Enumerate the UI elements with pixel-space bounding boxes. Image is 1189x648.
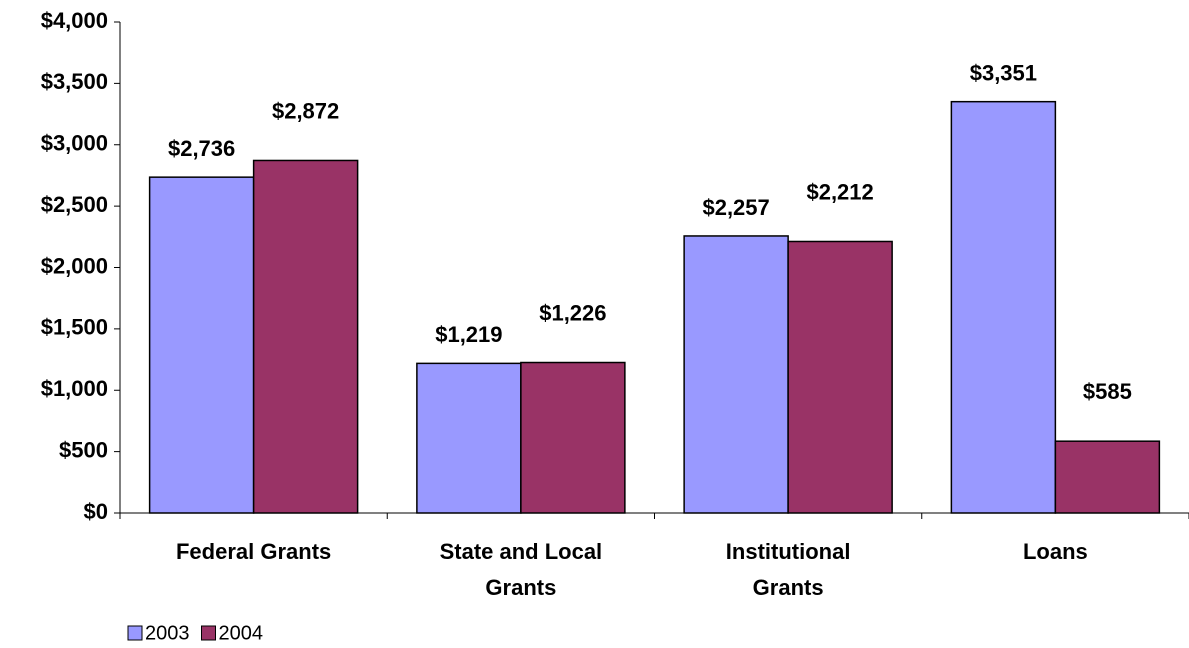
x-tick-label: Federal Grants	[176, 539, 331, 564]
value-label: $1,219	[435, 322, 502, 347]
legend-swatch	[127, 625, 143, 641]
value-label: $3,351	[970, 60, 1037, 85]
bar	[1054, 440, 1161, 514]
y-tick-label: $1,500	[41, 315, 108, 340]
y-tick-label: $500	[59, 437, 108, 462]
y-tick-label: $0	[84, 499, 108, 524]
value-label: $1,226	[539, 300, 606, 325]
bar	[520, 361, 626, 514]
y-tick-label: $1,000	[41, 376, 108, 401]
bar	[950, 100, 1057, 514]
y-tick-label: $3,500	[41, 69, 108, 94]
bar	[148, 176, 255, 514]
value-label: $2,212	[806, 179, 873, 204]
bar	[252, 159, 359, 514]
legend-label: 2004	[219, 622, 264, 644]
x-tick-label: Loans	[1023, 539, 1088, 564]
value-label: $2,736	[168, 136, 235, 161]
y-tick-label: $4,000	[41, 8, 108, 33]
x-tick-label: State and Local Grants	[440, 539, 603, 600]
value-label: $2,257	[702, 195, 769, 220]
x-tick-label: Institutional Grants	[726, 539, 851, 600]
y-tick-label: $2,500	[41, 192, 108, 217]
y-tick-label: $2,000	[41, 253, 108, 278]
y-tick-label: $3,000	[41, 131, 108, 156]
bar	[787, 240, 893, 514]
legend-label: 2003	[145, 622, 190, 644]
value-label: $585	[1083, 379, 1132, 404]
bar	[683, 235, 789, 514]
value-label: $2,872	[272, 98, 339, 123]
bar	[416, 362, 522, 514]
legend-swatch	[201, 625, 216, 641]
